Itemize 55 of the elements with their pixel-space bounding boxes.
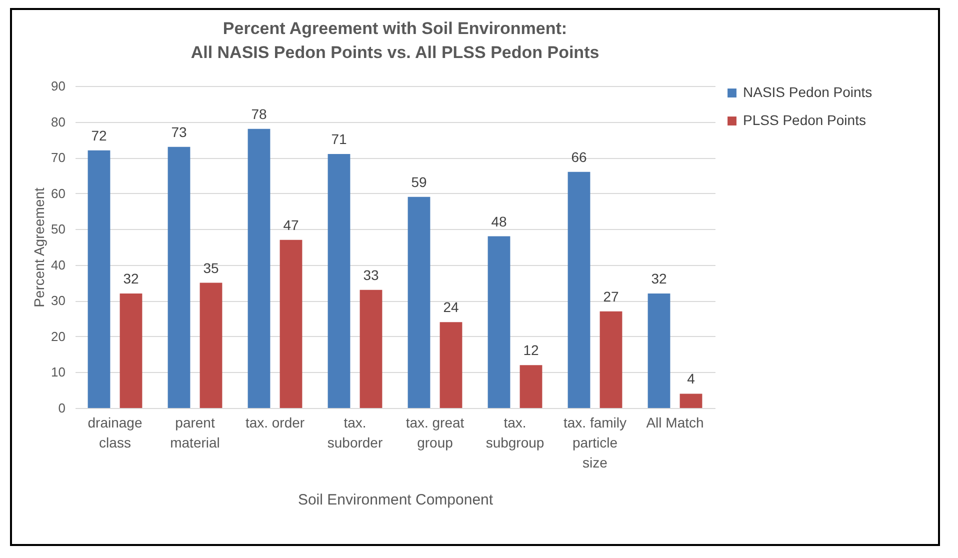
legend-label: NASIS Pedon Points xyxy=(743,84,872,100)
y-tick-label: 90 xyxy=(51,78,66,94)
x-tick-label: All Match xyxy=(646,414,704,430)
data-label: 33 xyxy=(363,266,379,283)
data-label: 59 xyxy=(411,174,427,190)
bar xyxy=(328,154,350,408)
x-tick-label: parent material xyxy=(170,414,220,450)
x-axis-title: Soil Environment Component xyxy=(298,492,494,508)
chart-title: Percent Agreement with Soil Environment: All NASIS Pedon Points vs. All PLSS Pedon Points xyxy=(190,19,600,62)
bar xyxy=(408,196,430,408)
y-tick-label: 30 xyxy=(51,293,66,308)
bar xyxy=(600,311,622,408)
x-tick-label: tax. subgroup xyxy=(486,414,544,450)
data-label: 32 xyxy=(123,270,139,287)
y-tick-label: 0 xyxy=(58,400,66,416)
y-tick-label: 40 xyxy=(51,257,66,272)
x-tick-label: tax. family particle size xyxy=(563,414,627,470)
bar xyxy=(200,282,222,408)
bar xyxy=(520,365,542,408)
data-label: 27 xyxy=(603,288,619,304)
x-tick-label: tax. suborder xyxy=(327,414,383,450)
y-tick-label: 60 xyxy=(51,186,66,201)
data-label: 32 xyxy=(651,270,667,287)
data-label: 12 xyxy=(523,342,539,358)
data-label: 72 xyxy=(91,127,107,144)
data-label: 48 xyxy=(491,213,507,230)
bar xyxy=(648,294,670,408)
bar xyxy=(360,290,382,408)
x-tick-label: drainage class xyxy=(88,414,142,450)
y-tick-label: 80 xyxy=(51,114,66,130)
bar xyxy=(248,128,270,408)
bar xyxy=(120,294,142,408)
data-label: 73 xyxy=(171,124,187,140)
bar xyxy=(280,240,302,408)
y-tick-label: 50 xyxy=(51,222,66,237)
bar xyxy=(680,394,702,408)
x-tick-label: tax. great group xyxy=(406,414,464,450)
data-label: 47 xyxy=(283,216,299,233)
data-label: 4 xyxy=(687,370,696,387)
legend-label: PLSS Pedon Points xyxy=(743,112,866,128)
bar xyxy=(440,322,462,408)
y-tick-label: 70 xyxy=(51,150,66,166)
bar xyxy=(488,236,510,408)
data-label: 78 xyxy=(251,106,267,122)
data-label: 71 xyxy=(331,130,347,147)
y-tick-label: 20 xyxy=(51,328,66,344)
y-tick-label: 10 xyxy=(51,364,66,380)
bar xyxy=(568,172,590,408)
bar xyxy=(168,146,190,408)
x-tick-label: tax. order xyxy=(245,414,305,430)
data-label: 66 xyxy=(571,148,587,165)
bar xyxy=(88,150,110,408)
y-axis-title: Percent Agreement xyxy=(31,187,48,308)
data-label: 35 xyxy=(203,260,219,276)
data-label: 24 xyxy=(443,299,459,316)
